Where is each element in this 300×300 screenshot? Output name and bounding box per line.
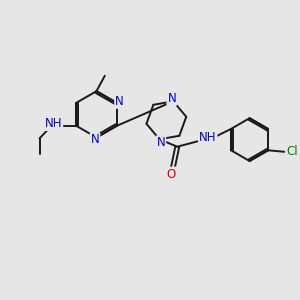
- Text: O: O: [167, 167, 176, 181]
- Text: N: N: [91, 134, 99, 146]
- Text: N: N: [157, 136, 165, 149]
- Text: N: N: [115, 95, 124, 108]
- Text: NH: NH: [45, 117, 62, 130]
- Text: NH: NH: [199, 131, 217, 144]
- Text: Cl: Cl: [286, 145, 298, 158]
- Text: N: N: [167, 92, 176, 105]
